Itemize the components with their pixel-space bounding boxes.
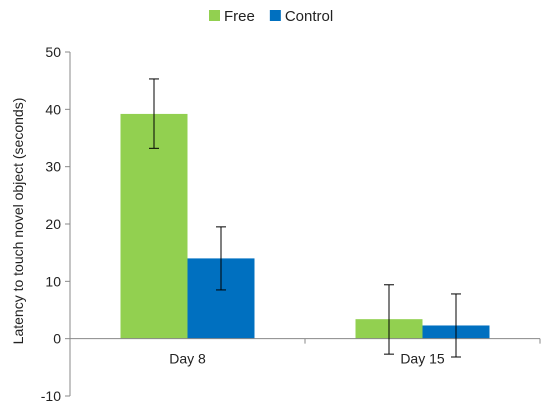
y-axis-title: Latency to touch novel object (seconds) [10,98,26,345]
legend-label: Control [285,8,333,25]
y-tick-label: 30 [45,159,61,175]
error-bar-control-day-8 [216,226,226,291]
bars [120,113,490,339]
legend-swatch [269,10,281,21]
legend-item-free: Free [209,8,255,25]
error-bar-free-day-8 [149,78,159,149]
error-bar-free-day-15 [384,284,394,355]
x-tick-label: Day 8 [169,351,206,367]
x-tick-label: Day 15 [400,351,445,367]
x-axis-ticks: Day 8 Day 15 [69,338,541,367]
y-tick-label: 0 [53,331,61,347]
y-tick-label: 40 [45,101,61,117]
y-tick-label: 50 [45,44,61,60]
legend: Free Control [209,8,333,25]
y-axis-ticks: -10 0 10 20 30 40 50 [41,44,70,404]
y-tick-label: -10 [41,388,61,404]
y-tick-label: 10 [45,273,61,289]
legend-swatch [209,10,220,21]
legend-label: Free [224,8,255,25]
y-tick-label: 20 [45,216,61,232]
legend-item-control: Control [269,8,333,25]
error-bars [149,78,461,358]
error-bar-control-day-15 [451,293,461,358]
bar-free-day-8 [120,113,188,339]
